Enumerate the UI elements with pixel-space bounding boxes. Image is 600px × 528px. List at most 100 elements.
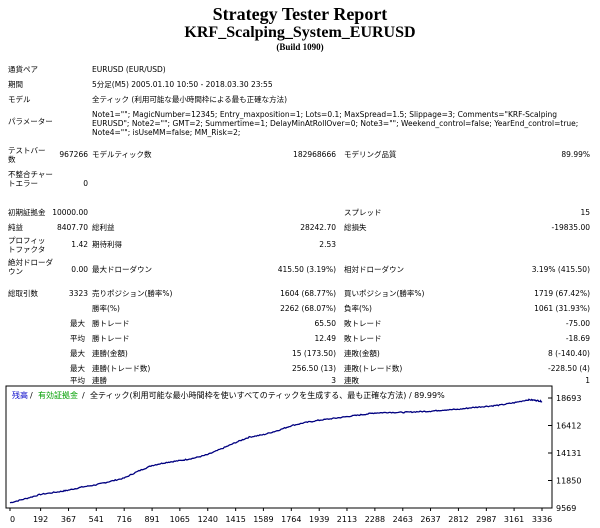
gross-profit-value: 28242.70 <box>300 223 336 232</box>
short-label: 売りポジション(勝率%) <box>92 289 173 298</box>
system-name: KRF_Scalping_System_EURUSD <box>184 24 416 41</box>
symbol-label: 通貨ペア <box>8 65 38 74</box>
period-value: 5分足(M5) 2005.01.10 10:50 - 2018.03.30 23… <box>92 80 273 89</box>
max-prefix: 最大 <box>70 319 85 328</box>
largest-loss-label: 敗トレード <box>344 319 382 328</box>
params-label: パラメーター <box>8 117 53 126</box>
lose-value: 1061 (31.93%) <box>534 304 590 313</box>
y-tick-label: 16412 <box>556 422 581 431</box>
deposit-value: 10000.00 <box>52 208 88 217</box>
y-tick-label: 18693 <box>556 394 581 403</box>
bars-label: テストバー数 <box>8 146 46 164</box>
avg-win-value: 12.49 <box>314 334 336 343</box>
x-tick-label: 2113 <box>337 515 357 524</box>
ticks-value: 182968666 <box>293 150 336 159</box>
y-tick-label: 11850 <box>556 477 581 486</box>
spread-label: スプレッド <box>344 208 382 217</box>
x-tick-label: 541 <box>89 515 104 524</box>
gross-loss-label: 総損失 <box>344 223 367 232</box>
avg-cons-wins-label: 連勝 <box>92 376 107 385</box>
cons-loss-money-value: 8 (-140.40) <box>548 349 590 358</box>
max-prefix-2: 最大 <box>70 349 85 358</box>
x-tick-label: 3336 <box>532 515 552 524</box>
ticks-label: モデルティック数 <box>92 150 152 159</box>
x-tick-label: 1240 <box>198 515 218 524</box>
params-value: Note1=""; MagicNumber=12345; Entry_maxpo… <box>92 110 579 137</box>
x-tick-label: 2812 <box>448 515 468 524</box>
max-dd-value: 415.50 (3.19%) <box>277 265 336 274</box>
avg-cons-loss-label: 連敗 <box>344 376 359 385</box>
pf-label: プロフィットファクタ <box>8 236 46 254</box>
avg-cons-wins-value: 3 <box>331 376 336 385</box>
gross-loss-value: -19835.00 <box>551 223 591 232</box>
cons-loss-money-label: 連敗(金額) <box>344 349 380 358</box>
cons-wins-money-label: 連勝(金額) <box>92 349 128 358</box>
x-tick-label: 1415 <box>225 515 245 524</box>
gross-profit-label: 総利益 <box>92 223 115 232</box>
avg-win-label: 勝トレード <box>92 334 130 343</box>
legend-equity: 有効証拠金 <box>38 390 78 400</box>
largest-loss-value: -75.00 <box>565 319 590 328</box>
x-tick-label: 0 <box>10 515 15 524</box>
short-value: 1604 (68.77%) <box>280 289 336 298</box>
x-tick-label: 716 <box>117 515 132 524</box>
net-label: 純益 <box>8 223 23 232</box>
balance-chart: 残高 / 有効証拠金 / 全ティック(利用可能な最小時間枠を使いすべてのティック… <box>5 385 581 524</box>
x-tick-label: 1764 <box>281 515 301 524</box>
mismatch-label: 不整合チャートエラー <box>8 170 53 188</box>
chart-frame <box>5 385 553 509</box>
report-title: Strategy Tester Report <box>212 4 388 24</box>
spread-value: 15 <box>580 208 590 217</box>
quality-value: 89.99% <box>561 150 590 159</box>
model-label: モデル <box>8 95 31 104</box>
x-tick-label: 2987 <box>476 515 496 524</box>
avg-loss-value: -18.69 <box>565 334 590 343</box>
trades-label: 総取引数 <box>8 289 38 298</box>
y-tick-label: 9569 <box>556 504 576 513</box>
period-label: 期間 <box>8 80 23 89</box>
x-tick-label: 2463 <box>393 515 413 524</box>
avg-prefix-2: 平均 <box>70 376 85 385</box>
x-tick-label: 1065 <box>170 515 190 524</box>
max-dd-label: 最大ドローダウン <box>92 265 152 274</box>
x-tick-label: 1589 <box>253 515 273 524</box>
avg-cons-loss-value: 1 <box>585 376 590 385</box>
quality-label: モデリング品質 <box>344 150 397 159</box>
pf-value: 1.42 <box>71 240 88 249</box>
net-value: 8407.70 <box>56 223 88 232</box>
rel-dd-label: 相対ドローダウン <box>344 265 404 274</box>
symbol-value: EURUSD (EUR/USD) <box>92 65 166 74</box>
deposit-label: 初期証拠金 <box>8 208 46 217</box>
rel-dd-value: 3.19% (415.50) <box>531 265 590 274</box>
abs-dd-value: 0.00 <box>71 265 88 274</box>
cons-lossamt-value: -228.50 (4) <box>548 364 590 373</box>
legend-sep-1: / <box>30 391 33 400</box>
long-label: 買いポジション(勝率%) <box>344 289 425 298</box>
x-tick-label: 3161 <box>504 515 524 524</box>
win-value: 2262 (68.07%) <box>280 304 336 313</box>
cons-profit-value: 256.50 (13) <box>291 364 336 373</box>
cons-wins-money-value: 15 (173.50) <box>291 349 336 358</box>
legend-sep-2: / <box>82 391 85 400</box>
lose-label: 負率(%) <box>344 304 372 313</box>
avg-prefix: 平均 <box>70 334 85 343</box>
x-tick-label: 367 <box>61 515 76 524</box>
win-label: 勝率(%) <box>92 304 120 313</box>
max-prefix-3: 最大 <box>70 364 85 373</box>
largest-win-label: 勝トレード <box>92 319 130 328</box>
largest-win-value: 65.50 <box>314 319 336 328</box>
y-tick-label: 14131 <box>556 449 581 458</box>
trades-value: 3323 <box>68 289 88 298</box>
x-tick-label: 192 <box>33 515 48 524</box>
cons-lossamt-label: 連敗(トレード数) <box>344 364 403 373</box>
balance-line <box>9 398 543 504</box>
mismatch-value: 0 <box>83 179 88 188</box>
avg-loss-label: 敗トレード <box>344 334 382 343</box>
long-value: 1719 (67.42%) <box>534 289 590 298</box>
legend-text: 全ティック(利用可能な最小時間枠を使いすべてのティックを生成する、最も正確な方法… <box>90 390 445 400</box>
x-tick-label: 2637 <box>420 515 440 524</box>
model-value: 全ティック (利用可能な最小時間枠による最も正確な方法) <box>92 95 288 104</box>
payoff-value: 2.53 <box>319 240 336 249</box>
payoff-label: 期待利得 <box>92 240 122 249</box>
abs-dd-label: 絶対ドローダウン <box>8 258 53 276</box>
